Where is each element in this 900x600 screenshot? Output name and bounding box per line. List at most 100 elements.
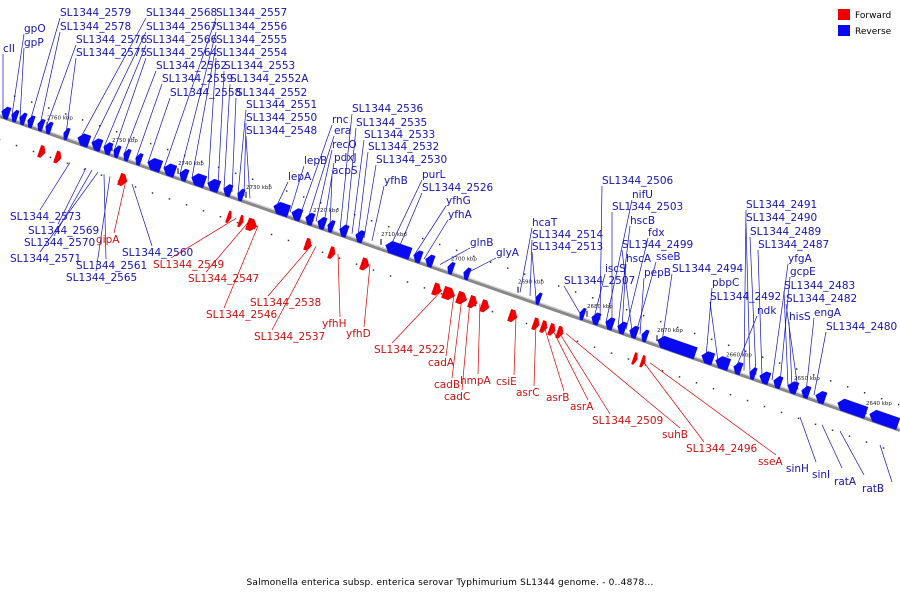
gene-leader-line [39, 171, 99, 253]
forward-gene-arrow [245, 217, 258, 232]
track-dot [285, 190, 288, 192]
gene-leader-line [649, 362, 777, 456]
gene-leader-line [771, 263, 789, 381]
gene-label: glyA [496, 247, 520, 259]
forward-gene-arrow [431, 282, 442, 296]
track-dot [744, 350, 747, 352]
gene-label: hscA [626, 253, 652, 265]
gene-label: glnB [470, 237, 493, 249]
gene-label: SL1344_2551 [246, 99, 317, 111]
gene-leader-line [599, 185, 603, 321]
track-dot [812, 374, 815, 376]
track-dot [253, 227, 256, 230]
gene-label: SL1344_2480 [826, 321, 897, 333]
reverse-gene-arrow [773, 375, 784, 390]
gene-label: gpO [24, 23, 46, 35]
gene-label: yfgA [788, 253, 813, 265]
gene-leader-line [217, 70, 225, 188]
gene-label: gipA [96, 234, 120, 246]
gene-label: fdx [648, 227, 665, 239]
gene-label: iscS [605, 263, 626, 275]
track-dot [336, 208, 339, 210]
forward-gene-arrow [539, 320, 548, 334]
scale-tick-label: 2740 kbp [178, 161, 204, 167]
gene-leader-line [551, 328, 589, 401]
gene-label: SL1344_2566 [146, 34, 218, 46]
gene-leader-line [123, 70, 157, 155]
forward-strand-features [37, 144, 646, 368]
gene-leader-line [465, 257, 497, 274]
reverse-gene-arrow [163, 163, 178, 178]
gene-label: lepA [288, 171, 312, 183]
track-dot [761, 356, 764, 358]
scale-tick-label: 2670 kbp [657, 328, 683, 334]
gene-leader-line [357, 151, 369, 236]
track-dot [880, 397, 883, 400]
track-dot [200, 160, 203, 163]
track-dot [32, 150, 35, 153]
track-dot [729, 393, 732, 396]
track-dot [710, 338, 713, 341]
gene-leader-line [519, 227, 533, 293]
track-dot [134, 186, 137, 188]
gene-label: SL1344_2552A [230, 73, 309, 85]
gene-leader-line [135, 83, 163, 159]
track-dot [287, 239, 290, 242]
gene-label: SL1344_2526 [422, 182, 494, 194]
gene-leader-line [445, 294, 455, 357]
reverse-gene-arrow [19, 112, 28, 126]
gene-label: rnc [332, 114, 349, 126]
gene-leader-line [315, 149, 333, 222]
gene-leader-line [451, 297, 463, 379]
reverse-gene-arrow [237, 188, 246, 202]
gene-label: sinI [812, 469, 830, 481]
reverse-gene-arrow [463, 267, 472, 281]
track-dot [491, 310, 494, 313]
gene-label: SL1344_2567 [146, 21, 217, 33]
forward-gene-arrow [303, 237, 312, 251]
track-dot [610, 352, 613, 354]
track-dot [438, 243, 441, 246]
gene-label: ndk [757, 305, 777, 317]
track-dot [780, 411, 783, 414]
gene-leader-line [95, 176, 111, 272]
gene-label: hscB [630, 215, 655, 227]
reverse-gene-arrow [179, 168, 190, 183]
forward-gene-arrow [631, 352, 638, 365]
track-dot [421, 237, 424, 240]
reverse-gene-arrow [749, 367, 758, 381]
gene-leader-line [223, 225, 259, 309]
gene-label: SL1344_2522 [374, 344, 445, 356]
track-dot [302, 196, 305, 198]
gene-label: SL1344_2548 [246, 125, 317, 137]
track-dot [591, 297, 594, 299]
gene-label: SL1344_2530 [376, 154, 447, 166]
gene-label: SL1344_2503 [612, 201, 683, 213]
gene-label: SL1344_2537 [254, 331, 325, 343]
reverse-gene-arrow [327, 220, 336, 233]
gene-leader-line [821, 424, 843, 469]
scale-tick-label: 2710 kbp [381, 232, 407, 238]
track-dot [523, 273, 526, 275]
gene-label: SL1344_2575 [76, 47, 147, 59]
gene-leader-line [621, 249, 633, 332]
reverse-gene-arrow [787, 381, 800, 395]
gene-leader-line [231, 97, 237, 192]
scale-tick-label: 2700 kbp [451, 256, 477, 262]
reverse-gene-arrow [45, 121, 54, 135]
gene-label: SL1344_2549 [153, 259, 224, 271]
track-dot [659, 320, 662, 323]
gene-label: cadA [428, 357, 455, 369]
gene-label: SL1344_2559 [162, 73, 233, 85]
track-dot [863, 391, 866, 394]
reverse-gene-arrow [701, 351, 716, 366]
reverse-gene-arrow [191, 173, 208, 189]
reverse-gene-arrow [425, 254, 436, 268]
gene-leader-line [147, 97, 171, 163]
track-dot [49, 156, 52, 159]
gene-leader-line [339, 113, 353, 230]
reverse-gene-arrow [447, 261, 456, 275]
gene-leader-line [785, 303, 799, 390]
gene-leader-line [223, 83, 231, 190]
